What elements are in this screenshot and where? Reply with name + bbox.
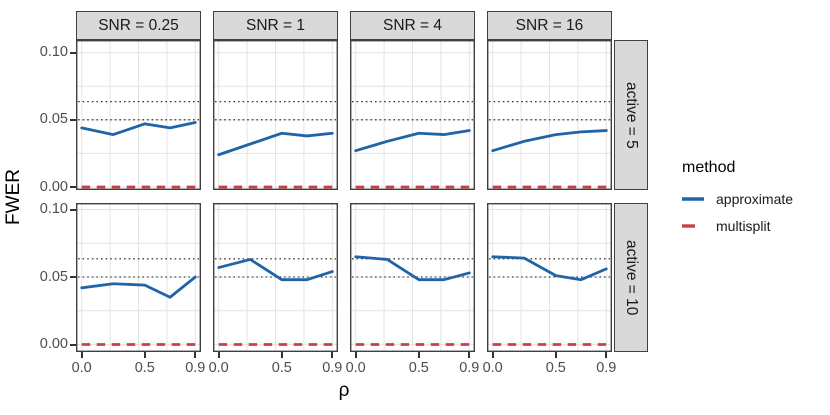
x-tick-label: 0.9: [596, 360, 617, 376]
x-tick-label: 0.5: [545, 360, 566, 376]
y-tick-label: 0.05: [39, 268, 68, 285]
panel-active-10-snr-4: [350, 203, 475, 352]
x-tick-mark: [354, 352, 357, 358]
panel-active-10-snr-16: [487, 203, 612, 352]
legend-item-multisplit: multisplit: [682, 218, 793, 234]
y-tick-label: 0.10: [39, 44, 68, 61]
x-tick-mark: [194, 352, 197, 358]
x-tick-label: 0.0: [208, 360, 229, 376]
panel-active-5-snr-0.25: [76, 40, 201, 190]
facet-strip-snr-16: SNR = 16: [487, 11, 612, 40]
panel-active-10-snr-1: [213, 203, 338, 352]
y-tick-mark: [70, 343, 76, 346]
facet-strip-active-10: active = 10: [614, 203, 648, 352]
x-tick-label: 0.9: [459, 360, 480, 376]
x-tick-mark: [143, 352, 146, 358]
y-tick-mark: [70, 118, 76, 121]
y-tick-mark: [70, 51, 76, 54]
x-tick-label: 0.0: [345, 360, 366, 376]
y-tick-mark: [70, 276, 76, 278]
x-tick-mark: [331, 352, 334, 358]
x-tick-mark: [468, 352, 471, 358]
x-tick-mark: [80, 352, 83, 358]
x-tick-mark: [280, 352, 283, 358]
legend-label: multisplit: [716, 218, 771, 234]
x-tick-mark: [217, 352, 220, 358]
y-tick-label: 0.00: [39, 178, 68, 195]
y-tick-mark: [70, 208, 76, 211]
x-tick-mark: [554, 352, 557, 358]
x-tick-label: 0.9: [185, 360, 206, 376]
panel-active-5-snr-4: [350, 40, 475, 190]
panel-active-5-snr-16: [487, 40, 612, 190]
y-axis-title: FWER: [3, 169, 24, 225]
legend-title: method: [682, 159, 736, 176]
facet-strip-active-5: active = 5: [614, 40, 648, 190]
x-tick-label: 0.0: [71, 360, 92, 376]
y-tick-label: 0.00: [39, 336, 68, 352]
x-tick-label: 0.9: [322, 360, 343, 376]
x-tick-label: 0.5: [271, 360, 292, 376]
facet-strip-snr-0.25: SNR = 0.25: [76, 11, 201, 40]
y-tick-label: 0.05: [39, 111, 68, 128]
x-tick-mark: [491, 352, 494, 358]
x-tick-label: 0.5: [134, 360, 155, 376]
legend-label: approximate: [716, 191, 794, 207]
facet-strip-snr-4: SNR = 4: [350, 11, 475, 40]
panel-active-10-snr-0.25: [76, 203, 201, 352]
y-tick-label: 0.10: [39, 201, 68, 217]
legend: method approximate multisplit: [682, 158, 793, 245]
x-tick-mark: [417, 352, 420, 358]
approximate-line-key-icon: [682, 197, 704, 201]
y-tick-mark: [70, 186, 76, 188]
x-tick-mark: [605, 352, 608, 358]
multisplit-dash-key-icon: [682, 224, 695, 228]
x-axis-title: ρ: [338, 380, 350, 401]
facet-strip-snr-1: SNR = 1: [213, 11, 338, 40]
legend-item-approximate: approximate: [682, 191, 793, 207]
x-tick-label: 0.0: [482, 360, 503, 376]
panel-active-5-snr-1: [213, 40, 338, 190]
x-tick-label: 0.5: [408, 360, 429, 376]
